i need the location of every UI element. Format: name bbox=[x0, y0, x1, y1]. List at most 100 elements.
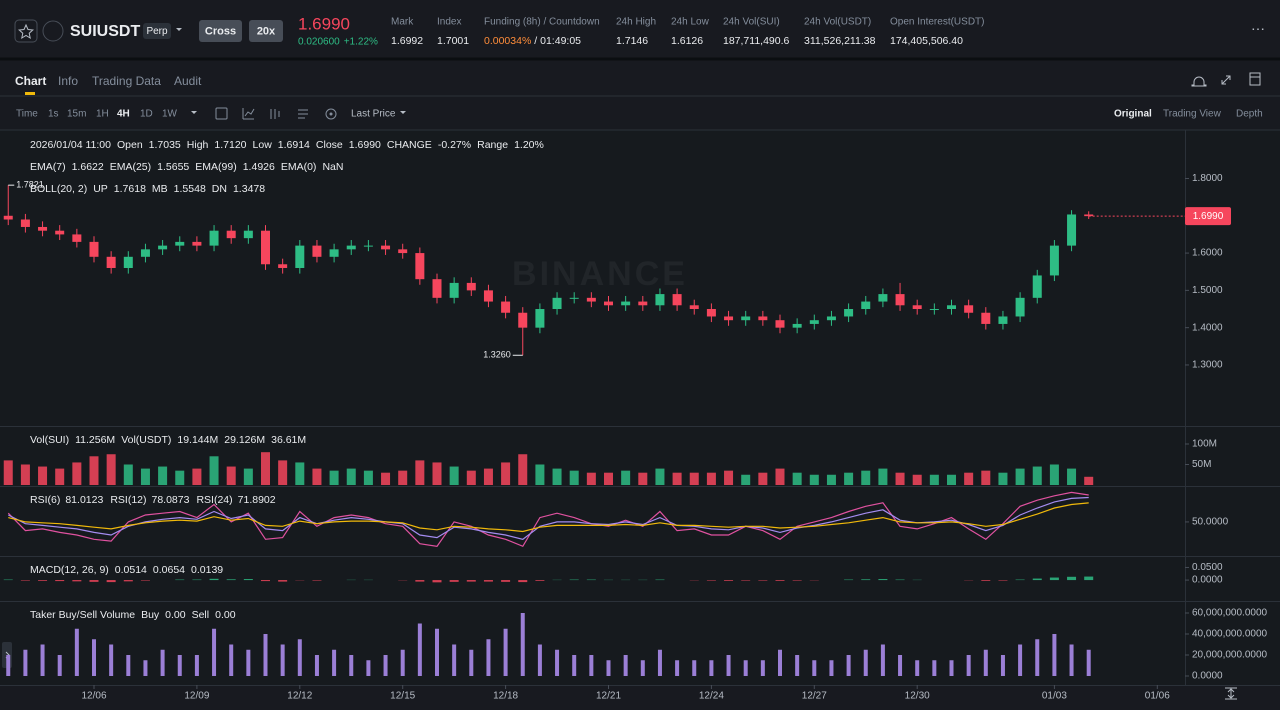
view-option[interactable]: Original bbox=[1114, 109, 1152, 120]
bar bbox=[878, 468, 888, 485]
view-option[interactable]: Depth bbox=[1236, 109, 1263, 120]
candle-icon[interactable] bbox=[270, 109, 280, 119]
candle-body bbox=[209, 230, 219, 246]
bar bbox=[895, 579, 905, 581]
bar bbox=[55, 468, 65, 485]
bar bbox=[932, 660, 937, 677]
bar bbox=[3, 460, 13, 485]
legend-text: 1.6914 bbox=[278, 139, 310, 151]
view-option[interactable]: Trading View bbox=[1163, 109, 1222, 120]
legend-text: Taker Buy/Sell Volume bbox=[30, 609, 135, 621]
bar bbox=[278, 580, 288, 582]
stat-value: 174,405,506.40 bbox=[890, 35, 963, 47]
price-change: 0.020600 bbox=[298, 37, 340, 48]
bar bbox=[469, 649, 474, 677]
symbol[interactable]: SUIUSDT bbox=[70, 23, 140, 40]
settings-icon[interactable] bbox=[298, 109, 308, 119]
dropdown-icon[interactable] bbox=[191, 111, 197, 114]
stat-label: 24h High bbox=[616, 17, 656, 28]
margin-mode[interactable]: Cross bbox=[205, 25, 236, 37]
bar bbox=[3, 579, 13, 581]
bar bbox=[812, 660, 817, 677]
legend-text: -0.27% bbox=[438, 139, 471, 151]
window-icon[interactable] bbox=[1249, 72, 1261, 86]
x-tick-label: 12/12 bbox=[287, 691, 312, 702]
target-icon[interactable] bbox=[325, 108, 337, 120]
bar bbox=[57, 654, 62, 677]
y-tick-label: 1.3000 bbox=[1192, 360, 1223, 371]
tab[interactable]: Audit bbox=[174, 74, 202, 88]
legend-text: 1.7035 bbox=[149, 139, 181, 151]
bar bbox=[261, 452, 270, 485]
bar bbox=[1069, 644, 1074, 677]
interval-option[interactable]: 1s bbox=[48, 109, 59, 120]
x-tick-label: 12/09 bbox=[184, 691, 209, 702]
legend-name: RSI(24) bbox=[196, 494, 232, 506]
bar bbox=[863, 649, 868, 677]
y-tick-label: 40,000,000.0000 bbox=[1192, 629, 1268, 640]
candle-body bbox=[38, 226, 48, 231]
bar bbox=[226, 579, 236, 581]
interval-option[interactable]: Time bbox=[16, 109, 38, 120]
interval-option[interactable]: 15m bbox=[67, 109, 86, 120]
legend-text: 19.144M bbox=[177, 434, 218, 446]
interval-option[interactable]: 1H bbox=[96, 109, 109, 120]
leverage-button[interactable] bbox=[249, 20, 283, 42]
y-tick-label: 1.4000 bbox=[1192, 322, 1223, 333]
legend-text: Open bbox=[117, 139, 143, 151]
stat-value: 0.00034% bbox=[484, 35, 531, 47]
bar bbox=[555, 649, 560, 677]
interval-option[interactable]: 1D bbox=[140, 109, 153, 120]
bar bbox=[38, 466, 48, 485]
bar bbox=[126, 654, 131, 677]
bar bbox=[1084, 476, 1094, 485]
legend-text: UP bbox=[93, 183, 108, 195]
candle-body bbox=[501, 301, 511, 313]
favorite-button[interactable] bbox=[14, 19, 38, 43]
bar bbox=[657, 649, 662, 677]
more-menu[interactable]: ⋯ bbox=[1251, 21, 1265, 37]
indicator-icon[interactable] bbox=[242, 108, 255, 120]
bar bbox=[415, 580, 425, 582]
bar bbox=[569, 579, 579, 581]
scale-icon[interactable] bbox=[1225, 687, 1237, 700]
tab[interactable]: Chart bbox=[15, 74, 46, 88]
bar bbox=[177, 654, 182, 677]
price-change-pct: +1.22% bbox=[344, 37, 378, 48]
stat-label: 24h Low bbox=[671, 17, 710, 28]
calendar-icon[interactable] bbox=[215, 107, 228, 120]
legend-text: EMA(7) bbox=[30, 161, 66, 173]
tab[interactable]: Info bbox=[58, 74, 78, 88]
dropdown-icon[interactable] bbox=[176, 28, 182, 31]
leverage[interactable]: 20x bbox=[257, 25, 276, 37]
candle-body bbox=[20, 219, 30, 227]
legend-text: Low bbox=[253, 139, 273, 151]
bar bbox=[741, 580, 751, 581]
bar bbox=[655, 579, 665, 581]
interval-option[interactable]: 1W bbox=[162, 109, 178, 120]
tab[interactable]: Trading Data bbox=[92, 74, 161, 88]
bar bbox=[314, 654, 319, 677]
x-tick-label: 01/06 bbox=[1145, 691, 1170, 702]
bar bbox=[366, 660, 371, 677]
bar bbox=[537, 644, 542, 677]
x-tick-label: 12/21 bbox=[596, 691, 621, 702]
chart-area bbox=[0, 130, 1280, 685]
candle-body bbox=[809, 320, 819, 324]
alert-icon[interactable] bbox=[1191, 76, 1207, 87]
legend-text: 0.0514 bbox=[115, 564, 147, 576]
dropdown-icon[interactable] bbox=[400, 111, 406, 114]
legend-text: 0.0139 bbox=[191, 564, 223, 576]
bar bbox=[1052, 633, 1057, 677]
price-type[interactable]: Last Price bbox=[351, 109, 396, 120]
margin-button[interactable] bbox=[199, 20, 242, 42]
candle-body bbox=[243, 230, 253, 239]
low-marker: 1.3260 bbox=[483, 350, 511, 360]
candle-body bbox=[689, 305, 699, 310]
bar bbox=[501, 580, 511, 582]
bar bbox=[20, 580, 30, 581]
expand-icon[interactable] bbox=[1221, 75, 1231, 85]
interval-option[interactable]: 4H bbox=[117, 109, 130, 120]
candle-body bbox=[1084, 214, 1094, 217]
